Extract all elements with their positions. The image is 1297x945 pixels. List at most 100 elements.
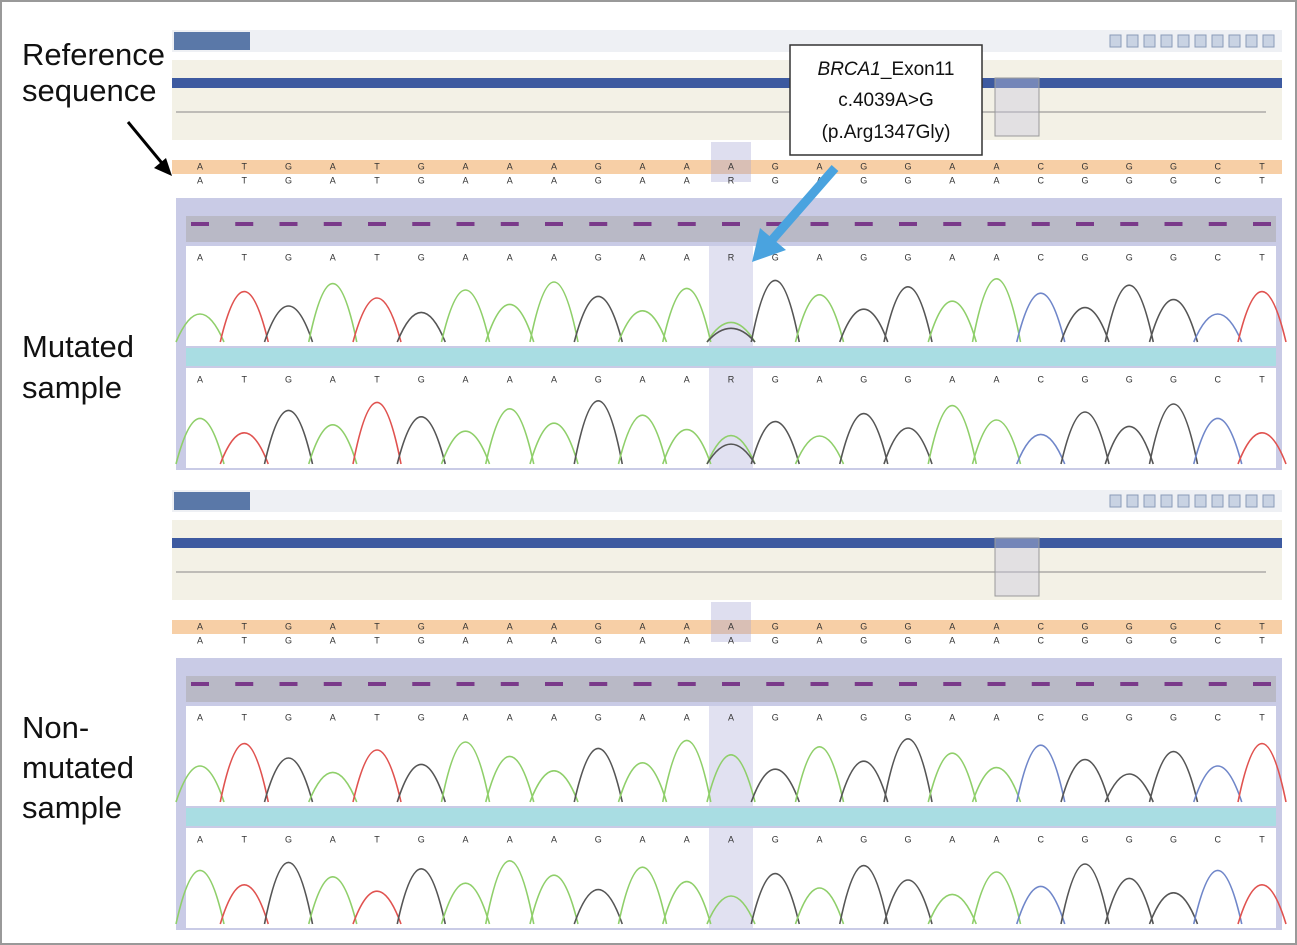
annotation-line: (p.Arg1347Gly) bbox=[822, 122, 951, 143]
tool-icon bbox=[1212, 35, 1223, 47]
ref-base: C bbox=[1215, 621, 1222, 631]
base-call: G bbox=[1126, 834, 1133, 844]
base-call: C bbox=[1215, 834, 1222, 844]
sample-base: G bbox=[285, 635, 292, 645]
sample-base: G bbox=[772, 635, 779, 645]
base-call: A bbox=[684, 712, 690, 722]
base-call: G bbox=[1081, 712, 1088, 722]
marker bbox=[855, 222, 873, 226]
ref-base: A bbox=[684, 621, 690, 631]
base-call: G bbox=[418, 834, 425, 844]
marker bbox=[235, 222, 253, 226]
marker bbox=[1253, 222, 1271, 226]
ref-base: A bbox=[993, 161, 999, 171]
base-call: A bbox=[639, 374, 645, 384]
base-call: A bbox=[993, 374, 999, 384]
base-call: A bbox=[330, 374, 336, 384]
ref-base: A bbox=[462, 161, 468, 171]
sample-base: A bbox=[551, 635, 557, 645]
sample-base: G bbox=[1126, 175, 1133, 185]
marker bbox=[811, 682, 829, 686]
marker bbox=[280, 682, 298, 686]
base-call: A bbox=[462, 252, 468, 262]
marker bbox=[368, 682, 386, 686]
base-call: G bbox=[418, 712, 425, 722]
sample-base: A bbox=[728, 635, 734, 645]
sample-base: T bbox=[1259, 175, 1265, 185]
base-call: G bbox=[285, 252, 292, 262]
ref-base: A bbox=[639, 621, 645, 631]
tool-icon bbox=[1178, 495, 1189, 507]
base-call: T bbox=[1259, 834, 1265, 844]
marker bbox=[1209, 682, 1227, 686]
ref-base: A bbox=[816, 161, 822, 171]
marker bbox=[1032, 682, 1050, 686]
marker bbox=[634, 682, 652, 686]
ref-base: G bbox=[285, 161, 292, 171]
base-call: A bbox=[330, 712, 336, 722]
base-call: A bbox=[728, 712, 734, 722]
base-call: A bbox=[197, 374, 203, 384]
gene: BRCA1 bbox=[818, 59, 881, 80]
marker bbox=[943, 222, 961, 226]
marker bbox=[1209, 222, 1227, 226]
sample-base: A bbox=[949, 635, 955, 645]
label-line: sample bbox=[22, 790, 122, 825]
ref-base: T bbox=[242, 161, 248, 171]
label-line: Mutated bbox=[22, 329, 134, 364]
separator bbox=[186, 348, 1276, 366]
ref-base: T bbox=[242, 621, 248, 631]
base-call: G bbox=[904, 712, 911, 722]
ref-base: G bbox=[860, 161, 867, 171]
marker bbox=[722, 222, 740, 226]
base-call: T bbox=[1259, 374, 1265, 384]
ref-base: T bbox=[1259, 161, 1265, 171]
blue-bar bbox=[172, 538, 1282, 548]
marker bbox=[811, 222, 829, 226]
sample-base: A bbox=[993, 175, 999, 185]
base-call: A bbox=[639, 712, 645, 722]
figure: Reference sequence Mutated sample Non- m… bbox=[0, 0, 1297, 945]
sample-base: A bbox=[462, 635, 468, 645]
sample-base: A bbox=[330, 175, 336, 185]
base-call: T bbox=[374, 712, 380, 722]
window bbox=[995, 538, 1039, 596]
sample-base: G bbox=[1170, 635, 1177, 645]
sample-base: R bbox=[728, 175, 735, 185]
ref-base: G bbox=[285, 621, 292, 631]
label-line: sample bbox=[22, 370, 122, 405]
base-call: C bbox=[1215, 712, 1222, 722]
sample-base: G bbox=[904, 175, 911, 185]
base-call: C bbox=[1038, 252, 1045, 262]
ref-base: A bbox=[728, 161, 734, 171]
ref-base: T bbox=[374, 161, 380, 171]
sample-base: C bbox=[1215, 175, 1222, 185]
tool-icon bbox=[1110, 495, 1121, 507]
base-call: C bbox=[1038, 374, 1045, 384]
base-call: G bbox=[1126, 252, 1133, 262]
marker bbox=[589, 222, 607, 226]
marker bbox=[457, 222, 475, 226]
ref-base: T bbox=[1259, 621, 1265, 631]
base-call: A bbox=[551, 712, 557, 722]
base-call: A bbox=[949, 834, 955, 844]
trace-header bbox=[186, 676, 1276, 702]
base-call: A bbox=[462, 712, 468, 722]
ref-base: A bbox=[507, 161, 513, 171]
sample-base: G bbox=[1081, 635, 1088, 645]
sample-base: T bbox=[242, 635, 248, 645]
ref-base: A bbox=[684, 161, 690, 171]
base-call: G bbox=[860, 834, 867, 844]
base-call: A bbox=[330, 834, 336, 844]
marker bbox=[943, 682, 961, 686]
base-call: A bbox=[551, 834, 557, 844]
base-call: A bbox=[197, 834, 203, 844]
tool-icon bbox=[1161, 495, 1172, 507]
marker bbox=[988, 682, 1006, 686]
base-call: G bbox=[595, 712, 602, 722]
ref-base: G bbox=[1081, 161, 1088, 171]
base-call: T bbox=[242, 834, 248, 844]
base-call: G bbox=[285, 712, 292, 722]
base-call: A bbox=[639, 252, 645, 262]
label-line: Reference bbox=[22, 37, 165, 72]
